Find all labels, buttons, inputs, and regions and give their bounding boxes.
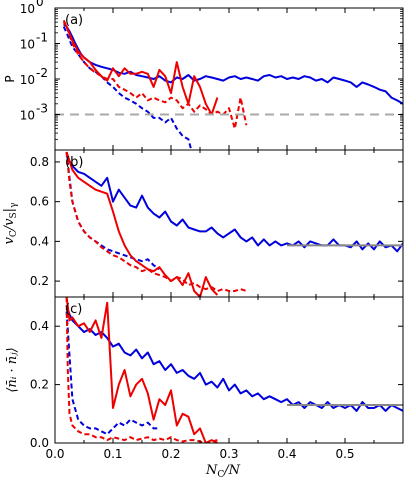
panel-3-y-axis-label: ⟨n̄ᵢ · n̄ⱼ⟩	[5, 347, 20, 392]
panel-3-y-tick-label: 0.4	[30, 319, 49, 333]
panel-3-series-2-line	[65, 311, 160, 436]
panel-2-frame	[54, 149, 404, 298]
panel-2-series-4-line	[65, 151, 247, 292]
panel-2-y-tick-label: 0.2	[30, 274, 49, 288]
panel-1-y-tick-label: 10	[20, 109, 35, 123]
panel-1-y-tick-exponent: 0	[36, 0, 44, 9]
panel-2-y-tick-label: 0.8	[30, 155, 49, 169]
panel-2-y-tick-label: 0.4	[30, 234, 49, 248]
x-tick-label: 0.1	[103, 447, 122, 461]
panel-3-y-tick-label: 0.0	[30, 436, 49, 450]
panel-1-series-3-line	[62, 21, 219, 116]
panel-1-y-tick-label: 10	[20, 73, 35, 87]
x-tick-label: 0.3	[219, 447, 238, 461]
panel-2-series-1-line	[65, 155, 403, 253]
x-tick-label: 0.2	[161, 447, 180, 461]
panel-2-y-tick-label: 0.6	[30, 195, 49, 209]
panel-1-y-tick-exponent: -3	[36, 102, 48, 116]
x-tick-label: 0.0	[45, 447, 64, 461]
panel-3-series-1-line	[65, 305, 403, 412]
panel-1-y-tick-label: 10	[20, 38, 35, 52]
panel-3-y-tick-label: 0.2	[30, 378, 49, 392]
x-tick-label: 0.5	[335, 447, 354, 461]
panel-1-series-1-line	[63, 23, 403, 105]
panel-2-label: (b)	[65, 155, 83, 170]
panel-1-series-4-line	[62, 19, 248, 130]
panel-2-series-3-line	[65, 151, 219, 297]
panel-3-label: (c)	[65, 302, 82, 317]
x-axis-label: NC/N	[205, 463, 241, 480]
panel-1-y-tick-label: 10	[20, 2, 35, 16]
panel-1-y-tick-exponent: -2	[36, 66, 48, 80]
panel-1-y-tick-exponent: -1	[36, 31, 48, 45]
panel-3-series-3-line	[65, 297, 218, 443]
x-tick-label: 0.4	[277, 447, 296, 461]
panel-3-series-4-line	[65, 297, 218, 443]
panel-1-y-axis-label: P	[3, 75, 17, 82]
panel-2-y-axis-label: vC/vS|γ	[2, 203, 19, 245]
panel-1-series-2-line	[62, 26, 193, 150]
panel-1-label: (a)	[65, 13, 83, 28]
